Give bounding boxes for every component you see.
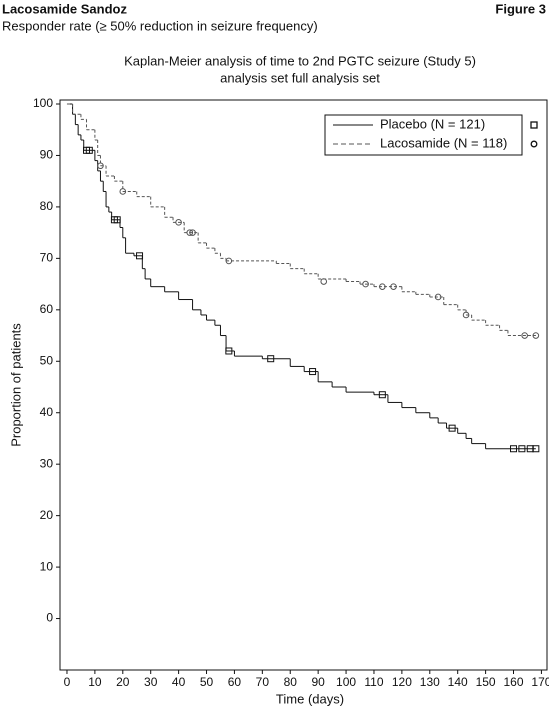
censor-mark bbox=[390, 283, 397, 290]
x-tick-label: 40 bbox=[172, 675, 186, 689]
y-tick-label: 50 bbox=[40, 353, 54, 367]
x-tick-label: 140 bbox=[448, 675, 468, 689]
y-tick-label: 40 bbox=[40, 405, 54, 419]
x-tick-label: 70 bbox=[256, 675, 270, 689]
censor-mark bbox=[85, 146, 93, 154]
censor-mark bbox=[530, 121, 538, 129]
legend-box bbox=[324, 114, 523, 156]
x-tick-label: 10 bbox=[88, 675, 102, 689]
censor-mark bbox=[521, 332, 528, 339]
censor-mark bbox=[309, 368, 317, 376]
censor-mark bbox=[225, 347, 233, 355]
y-tick-label: 70 bbox=[40, 251, 54, 265]
x-axis-label: Time (days) bbox=[276, 691, 344, 706]
x-tick-label: 20 bbox=[116, 675, 130, 689]
legend-label: Placebo (N = 121) bbox=[380, 116, 485, 131]
censor-mark bbox=[119, 188, 127, 195]
censor-mark bbox=[175, 219, 182, 226]
censor-mark bbox=[320, 278, 328, 285]
censor-mark bbox=[532, 445, 540, 453]
censor-mark bbox=[113, 216, 121, 224]
censor-mark bbox=[379, 283, 386, 290]
censor-mark bbox=[225, 257, 233, 265]
censor-mark bbox=[189, 229, 196, 236]
censor-mark bbox=[530, 140, 538, 148]
y-tick-label: 0 bbox=[46, 611, 53, 625]
censor-mark bbox=[462, 311, 470, 319]
chart-title: analysis set full analysis set bbox=[220, 70, 380, 85]
x-tick-label: 100 bbox=[336, 675, 356, 689]
chart-title: Kaplan-Meier analysis of time to 2nd PGT… bbox=[124, 53, 476, 68]
x-tick-label: 150 bbox=[476, 675, 496, 689]
y-tick-label: 30 bbox=[40, 456, 54, 470]
x-tick-label: 0 bbox=[64, 675, 71, 689]
subtitle: Responder rate (≥ 50% reduction in seizu… bbox=[2, 18, 318, 33]
y-tick-label: 60 bbox=[40, 302, 54, 316]
y-tick-label: 80 bbox=[40, 199, 54, 213]
legend-label: Lacosamide (N = 118) bbox=[380, 135, 507, 150]
censor-mark bbox=[362, 280, 369, 288]
x-tick-label: 130 bbox=[420, 675, 440, 689]
y-tick-label: 20 bbox=[40, 508, 54, 522]
x-tick-label: 110 bbox=[364, 675, 383, 689]
censor-mark bbox=[97, 162, 104, 170]
censor-mark bbox=[186, 229, 194, 236]
censor-mark bbox=[434, 293, 442, 301]
product-name: Lacosamide Sandoz bbox=[2, 1, 127, 16]
plot-frame bbox=[59, 99, 548, 671]
x-tick-label: 60 bbox=[228, 675, 242, 689]
y-axis-label: Proportion of patients bbox=[8, 323, 23, 447]
y-tick-label: 100 bbox=[33, 96, 53, 110]
y-tick-label: 90 bbox=[40, 148, 54, 162]
censor-mark bbox=[510, 445, 518, 453]
figure-number: Figure 3 bbox=[495, 1, 546, 16]
x-tick-label: 170 bbox=[531, 675, 549, 689]
x-tick-label: 120 bbox=[392, 675, 412, 689]
censor-mark bbox=[136, 252, 144, 260]
censor-mark bbox=[448, 424, 456, 432]
censor-mark bbox=[532, 332, 540, 339]
censor-mark bbox=[267, 355, 275, 363]
y-tick-label: 10 bbox=[40, 559, 54, 573]
censor-mark bbox=[378, 391, 386, 399]
x-tick-label: 160 bbox=[503, 675, 523, 689]
censor-mark bbox=[518, 445, 526, 453]
x-tick-label: 30 bbox=[144, 675, 158, 689]
x-tick-label: 90 bbox=[311, 675, 325, 689]
x-tick-label: 50 bbox=[200, 675, 214, 689]
x-tick-label: 80 bbox=[284, 675, 298, 689]
